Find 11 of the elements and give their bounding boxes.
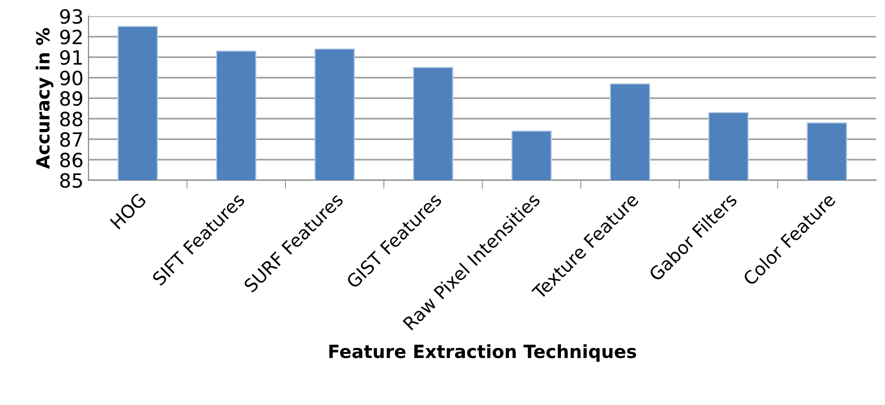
y-tick-label: 88 bbox=[60, 112, 82, 126]
y-tick-label: 89 bbox=[60, 91, 82, 106]
y-tick-label: 92 bbox=[60, 30, 82, 44]
y-tick-label: 85 bbox=[60, 173, 82, 188]
y-tick-label: 90 bbox=[60, 70, 82, 86]
y-tick-label: 86 bbox=[60, 152, 82, 168]
y-tick-label: 93 bbox=[60, 9, 82, 24]
x-axis-title: Feature Extraction Techniques bbox=[329, 344, 636, 362]
y-tick-label: 87 bbox=[60, 132, 82, 147]
y-tick-label: 91 bbox=[60, 50, 82, 65]
y-axis-title: Accuracy in % bbox=[36, 28, 54, 169]
